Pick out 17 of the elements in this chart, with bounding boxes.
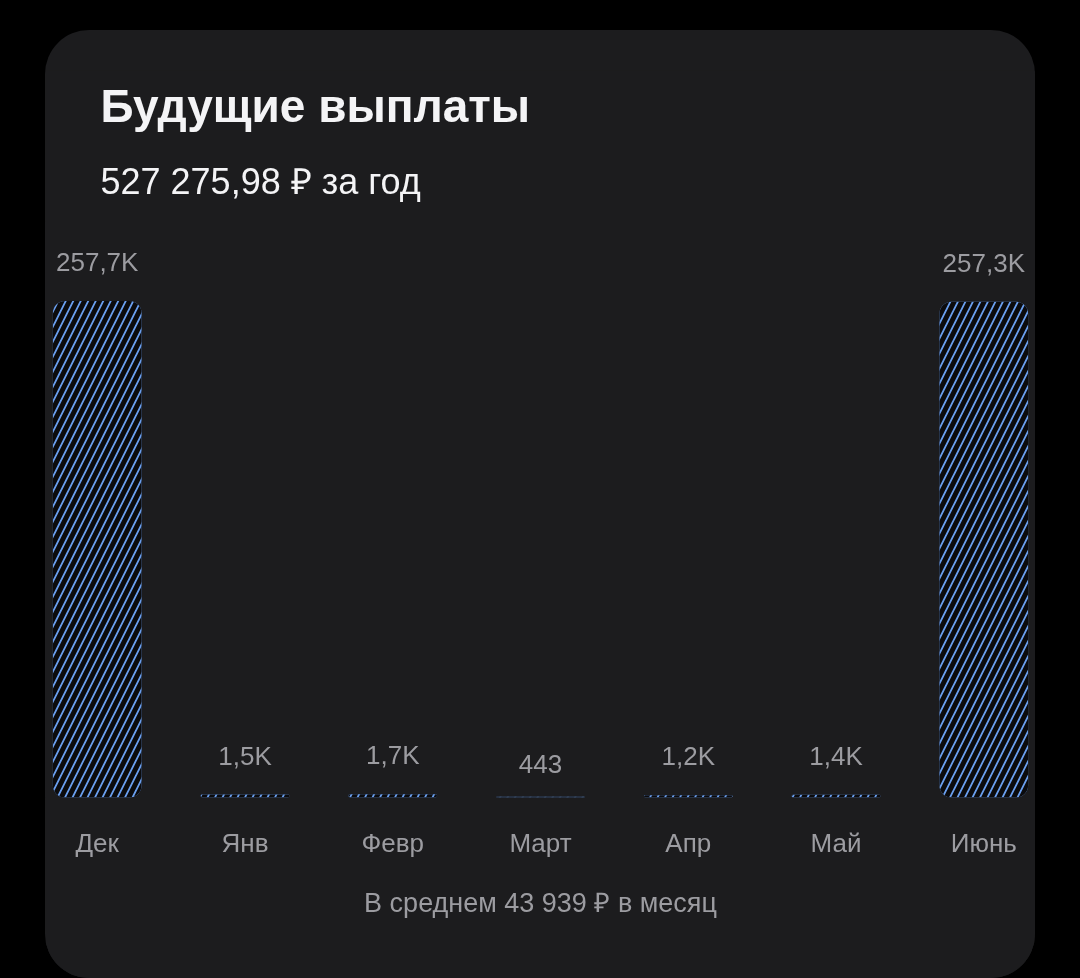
data-label: 443	[518, 748, 563, 779]
data-label: 1,4K	[809, 740, 864, 771]
x-tick-label: Апр	[665, 827, 712, 858]
x-tick-label: Июнь	[950, 827, 1017, 858]
x-tick-label: Дек	[75, 827, 120, 858]
data-label: 257,3K	[942, 247, 1026, 278]
x-tick-label: Февр	[361, 827, 424, 858]
x-tick-label: Март	[509, 827, 572, 858]
data-label: 1,2K	[661, 741, 716, 772]
x-tick-label: Май	[810, 827, 862, 858]
chart-title: Будущие выплаты	[100, 79, 531, 132]
x-tick-label: Янв	[221, 827, 269, 858]
data-label: 1,5K	[218, 740, 273, 771]
data-label: 1,7K	[366, 740, 421, 771]
chart-subtitle: 527 275,98 ₽ за год	[100, 160, 421, 202]
data-label: 257,7K	[56, 246, 140, 277]
text: В среднем 43 939 ₽ в месяц	[364, 887, 717, 918]
